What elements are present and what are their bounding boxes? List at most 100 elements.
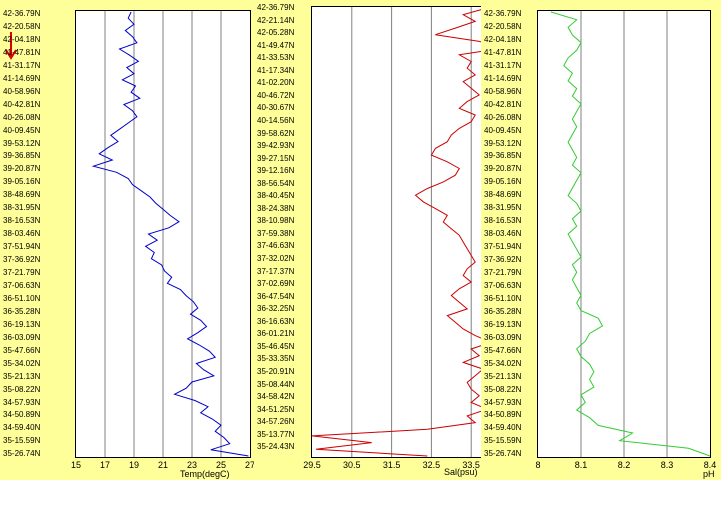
latitude-label: 42-20.58N [3, 21, 41, 31]
latitude-label: 36-51.10N [3, 293, 41, 303]
latitude-label: 34-57.93N [484, 397, 522, 407]
latitude-label: 36-03.09N [484, 332, 522, 342]
latitude-label: 35-34.02N [3, 358, 41, 368]
latitude-label: 35-47.66N [484, 345, 522, 355]
latitude-label: 36-35.28N [484, 306, 522, 316]
x-tick-label: 23 [186, 460, 198, 470]
temp-profile-chart [91, 11, 249, 457]
latitude-label: 35-34.02N [484, 358, 522, 368]
latitude-label: 39-53.12N [484, 138, 522, 148]
x-tick-label: 8.3 [660, 460, 674, 470]
x-tick-label: 15 [70, 460, 82, 470]
x-tick-label: 31.5 [382, 460, 401, 470]
latitude-label: 35-47.66N [3, 345, 41, 355]
latitude-label: 40-46.72N [257, 90, 295, 100]
latitude-label: 35-24.43N [257, 442, 295, 452]
profile-line [550, 11, 711, 457]
latitude-label: 37-36.92N [3, 255, 41, 265]
latitude-label: 42-36.79N [3, 9, 41, 18]
x-tick-label: 8.2 [617, 460, 631, 470]
latitude-label: 34-57.93N [3, 397, 41, 407]
latitude-label: 38-40.45N [257, 191, 295, 201]
sal-axis-label: Sal(psu) [444, 467, 478, 477]
latitude-label: 39-20.87N [3, 164, 41, 174]
latitude-label: 34-50.89N [484, 410, 522, 420]
latitude-label: 34-59.40N [3, 423, 41, 433]
latitude-label: 35-20.91N [257, 366, 295, 376]
latitude-label: 37-17.37N [257, 266, 295, 276]
latitude-label: 36-35.28N [3, 306, 41, 316]
x-tick-label: 30.5 [343, 460, 361, 470]
ph-profile-chart [550, 11, 711, 457]
ph-plot-area [537, 10, 711, 458]
latitude-label: 41-14.69N [484, 73, 522, 83]
latitude-label: 35-21.13N [3, 371, 41, 381]
latitude-label: 37-06.63N [3, 280, 41, 290]
profile-line [311, 7, 504, 457]
x-tick-label: 17 [99, 460, 111, 470]
x-tick-label: 8 [535, 460, 541, 470]
latitude-label: 37-59.38N [257, 228, 295, 238]
latitude-label: 36-01.21N [257, 329, 295, 339]
sal-panel: 42-36.79N 42-21.14N 42-05.28N 41-49.47N 41-3… [254, 0, 518, 480]
latitude-label: 35-46.45N [257, 341, 295, 351]
latitude-label: 34-57.26N [257, 417, 295, 427]
latitude-label: 41-33.53N [257, 53, 295, 63]
latitude-label: 35-15.59N [3, 436, 41, 446]
latitude-label: 41-17.34N [257, 65, 295, 75]
latitude-label: 35-13.77N [257, 429, 295, 439]
latitude-label: 38-03.46N [3, 229, 41, 239]
latitude-label: 36-03.09N [3, 332, 41, 342]
latitude-label: 39-42.93N [257, 141, 295, 151]
latitude-label: 40-58.96N [484, 86, 522, 96]
latitude-label: 36-19.13N [3, 319, 41, 329]
latitude-label: 41-14.69N [3, 73, 41, 83]
latitude-label: 38-03.46N [484, 229, 522, 239]
latitude-label: 41-31.17N [484, 60, 522, 70]
latitude-label: 38-48.69N [3, 190, 41, 200]
latitude-label: 37-51.94N [3, 242, 41, 252]
latitude-label: 36-32.25N [257, 304, 295, 314]
latitude-label: 40-58.96N [3, 86, 41, 96]
latitude-label: 37-46.63N [257, 241, 295, 251]
latitude-label: 37-02.69N [257, 279, 295, 289]
latitude-label: 39-53.12N [3, 138, 41, 148]
latitude-label: 36-19.13N [484, 319, 522, 329]
down-arrow-icon [5, 32, 17, 60]
ph-axis-label: pH [703, 469, 715, 479]
latitude-label: 41-47.81N [3, 47, 41, 57]
latitude-label: 39-36.85N [3, 151, 41, 161]
x-tick-label: 25 [215, 460, 227, 470]
latitude-label: 35-26.74N [3, 449, 41, 459]
latitude-label: 40-26.08N [484, 112, 522, 122]
x-tick-label: 33.5 [462, 460, 480, 470]
latitude-label: 34-58.42N [257, 392, 295, 402]
latitude-label: 37-06.63N [484, 280, 522, 290]
latitude-label: 41-31.17N [3, 60, 41, 70]
profile-line [91, 11, 249, 457]
x-tick-label: 27 [244, 460, 256, 470]
latitude-label: 37-32.02N [257, 254, 295, 263]
latitude-label: 40-30.67N [257, 103, 295, 113]
latitude-label: 42-05.28N [257, 28, 295, 38]
latitude-label: 38-24.38N [257, 203, 295, 213]
latitude-label: 42-20.58N [484, 21, 522, 31]
latitude-label: 39-05.16N [3, 177, 41, 187]
latitude-label: 38-16.53N [484, 216, 522, 226]
latitude-label: 39-27.15N [257, 153, 295, 163]
latitude-label: 38-48.69N [484, 190, 522, 200]
latitude-label: 39-58.62N [257, 128, 295, 138]
latitude-label: 40-14.56N [257, 115, 295, 125]
latitude-label: 37-36.92N [484, 255, 522, 265]
latitude-label: 40-42.81N [484, 99, 522, 109]
latitude-label: 34-50.89N [3, 410, 41, 420]
latitude-label: 34-51.25N [257, 404, 295, 414]
x-tick-label: 29.5 [303, 460, 321, 470]
x-tick-label: 32.5 [422, 460, 441, 470]
latitude-label: 39-05.16N [484, 177, 522, 187]
latitude-label: 38-56.54N [257, 178, 295, 188]
latitude-label: 35-08.22N [3, 384, 41, 394]
latitude-label: 35-08.22N [484, 384, 522, 394]
latitude-label: 40-26.08N [3, 112, 41, 122]
x-tick-label: 8.1 [574, 460, 588, 470]
